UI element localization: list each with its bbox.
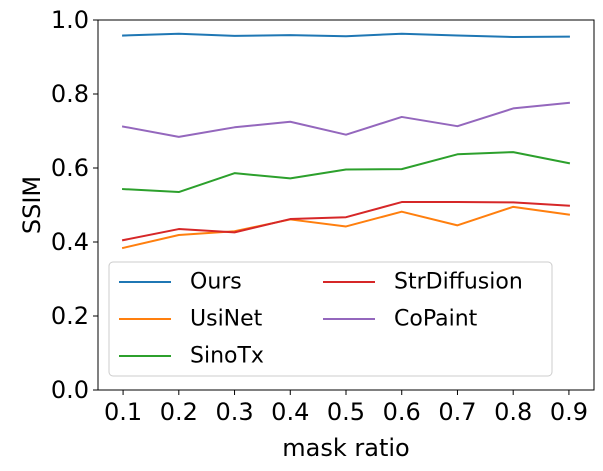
x-tick-label: 0.7	[438, 398, 476, 426]
y-tick-label: 0.4	[51, 228, 89, 256]
legend-label: Ours	[190, 270, 242, 295]
series-lines	[121, 32, 571, 250]
y-tick-label: 0.6	[51, 154, 89, 182]
x-tick-label: 0.6	[383, 398, 421, 426]
x-tick-label: 0.4	[271, 398, 309, 426]
x-tick-label: 0.1	[104, 398, 142, 426]
y-axis-label: SSIM	[18, 176, 46, 234]
y-axis: 0.0 0.2 0.4 0.6 0.8 1.0	[51, 6, 98, 404]
y-tick-label: 0.8	[51, 80, 89, 108]
legend-label: CoPaint	[394, 307, 478, 332]
series-line-2	[122, 151, 571, 194]
legend-label: UsiNet	[190, 307, 263, 332]
series-line-3	[121, 201, 570, 242]
x-axis: 0.1 0.2 0.3 0.4 0.5 0.6 0.7 0.8 0.9	[104, 390, 588, 426]
legend: Ours UsiNet SinoTx StrDiffusion CoPaint	[108, 261, 553, 377]
x-tick-label: 0.5	[327, 398, 365, 426]
x-tick-label: 0.9	[550, 398, 588, 426]
series-line-1	[121, 205, 571, 250]
x-tick-label: 0.2	[160, 398, 198, 426]
x-tick-label: 0.3	[215, 398, 253, 426]
y-tick-label: 0.2	[51, 302, 89, 330]
series-line-4	[121, 101, 571, 138]
series-line-0	[122, 32, 570, 39]
x-tick-label: 0.8	[494, 398, 532, 426]
y-tick-label: 0.0	[51, 376, 89, 404]
y-tick-label: 1.0	[51, 6, 89, 34]
legend-label: StrDiffusion	[394, 270, 523, 295]
legend-label: SinoTx	[190, 344, 264, 369]
x-axis-label: mask ratio	[282, 434, 409, 462]
